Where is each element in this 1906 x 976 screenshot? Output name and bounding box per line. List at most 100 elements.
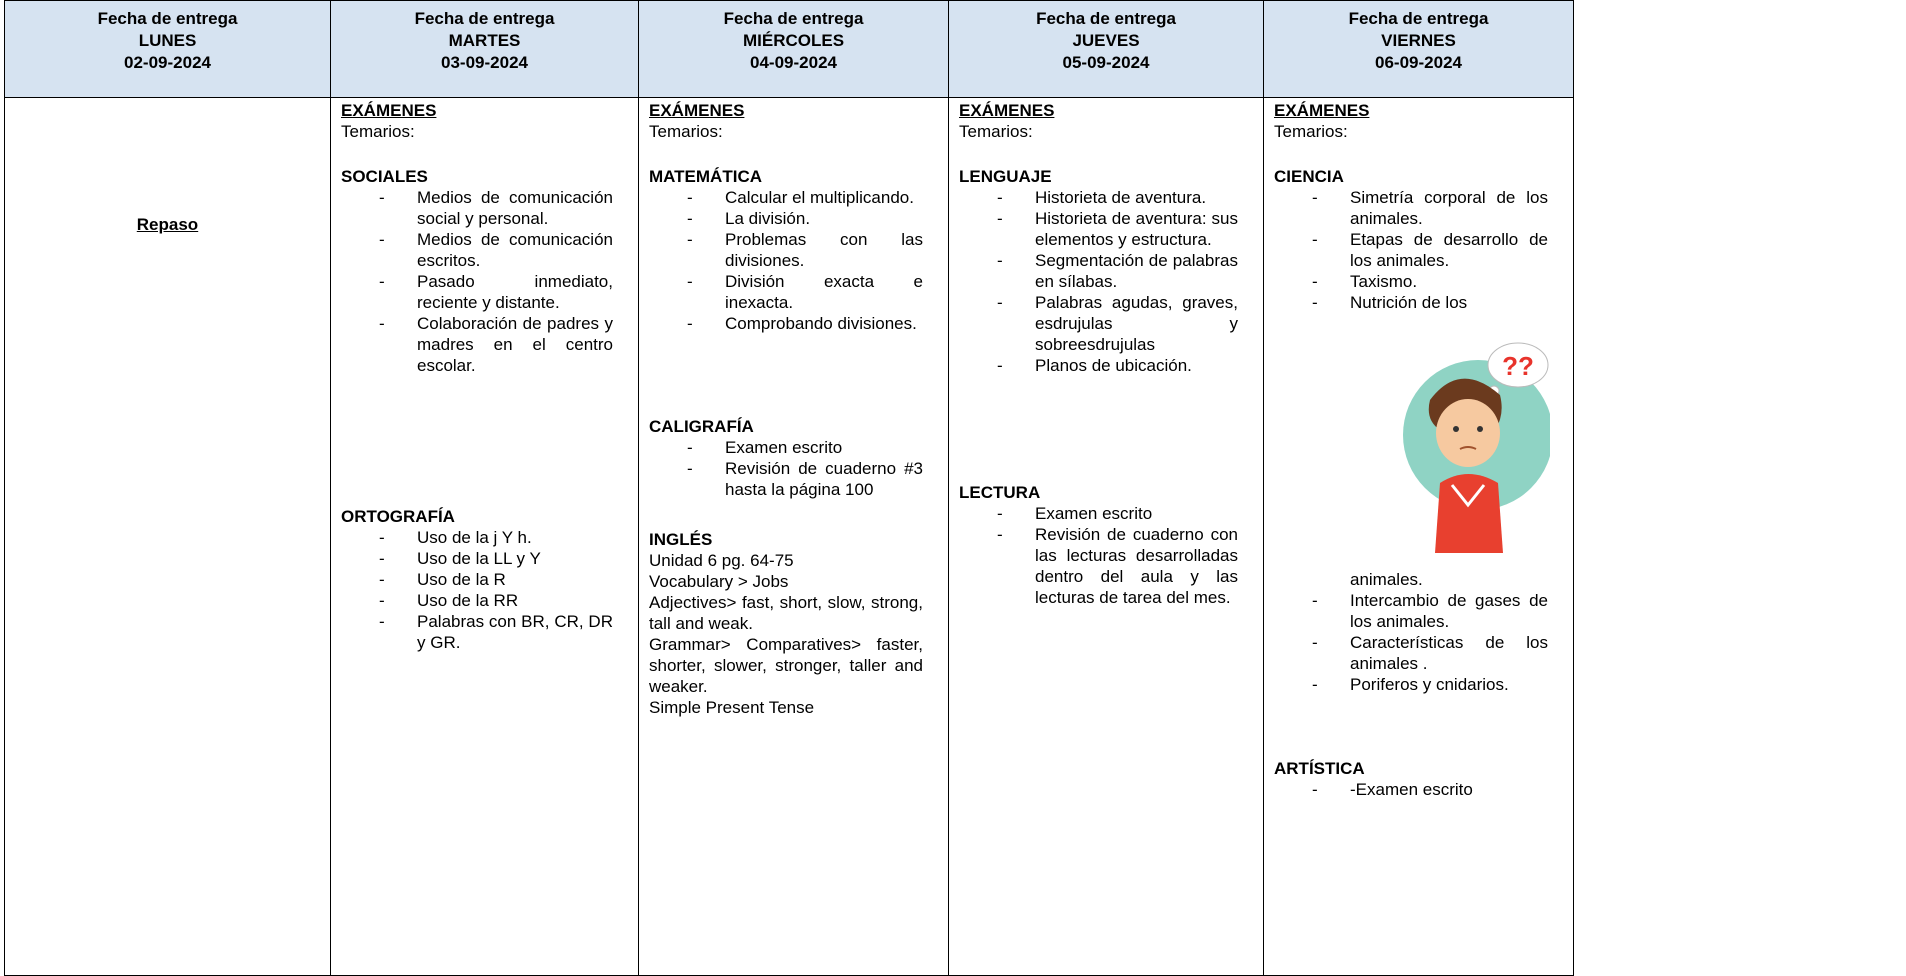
topic-item: Palabras agudas, graves, esdrujulas y so… [997,292,1238,355]
topic-item: -Examen escrito [1312,779,1548,800]
topic-item: Problemas con las divisiones. [687,229,923,271]
topic-line: Adjectives> fast, short, slow, strong, t… [649,593,923,633]
topic-item: Revisión de cuaderno #3 hasta la página … [687,458,923,500]
header-day: JUEVES [1072,31,1140,50]
topic-list: Examen escrito Revisión de cuaderno #3 ha… [649,437,923,500]
header-label: Fecha de entrega [1036,9,1176,28]
subject-title: CALIGRAFÍA [649,417,754,436]
topic-text: Uso de la j Y h. [417,528,532,547]
topic-text: Colaboración de padres y madres en el ce… [417,314,613,375]
topic-item: Planos de ubicación. [997,355,1238,376]
topic-text: Problemas con las divisiones. [725,230,923,270]
topic-text: Segmentación de palabras en sílabas. [1035,251,1238,291]
exam-subheading: Temarios: [341,122,415,141]
topic-line: Unidad 6 pg. 64-75 [649,551,794,570]
body-cell: EXÁMENES Temarios: MATEMÁTICACalcular el m… [638,97,949,976]
subject-block: SOCIALES Medios de comunicación social y … [341,166,613,376]
header-date: 02-09-2024 [124,53,211,72]
header-day: LUNES [138,31,197,50]
topic-text: Taxismo. [1350,272,1418,291]
topic-list: -Examen escrito [1274,779,1548,800]
topic-item: Pasado inmediato, reciente y distante. [379,271,613,313]
topic-text: Comprobando divisiones. [725,314,917,333]
topic-item: Uso de la j Y h. [379,527,613,548]
subject-title: ORTOGRAFÍA [341,507,455,526]
topic-text: La división. [725,209,811,228]
topic-text: Examen escrito [1035,504,1153,523]
header-label: Fecha de entrega [723,9,864,28]
topic-item: Examen escrito [997,503,1238,524]
header-label: Fecha de entrega [97,9,238,28]
header-cell: Fecha de entrega MARTES 03-09-2024 [330,0,639,98]
header-label: Fecha de entrega [414,9,555,28]
cell-content: EXÁMENES Temarios: SOCIALES Medios de comun… [341,98,613,975]
topic-list: Uso de la j Y h. Uso de la LL y Y Uso de l… [341,527,613,653]
subject-block: LECTURA Examen escrito Revisión de cuadern… [959,482,1238,608]
subject-title: SOCIALES [341,167,428,186]
topic-item: Revisión de cuaderno con las lecturas de… [997,524,1238,608]
topic-text: Medios de comunicación escritos. [417,230,613,270]
cell-content: EXÁMENES Temarios: MATEMÁTICACalcular el m… [649,98,923,975]
topic-item: Taxismo. [1312,271,1548,292]
topic-item: Historieta de aventura: sus elementos y … [997,208,1238,250]
subject-title: CIENCIA [1274,167,1344,186]
topic-text: Calcular el multiplicando. [725,188,914,207]
topic-line: Grammar> Comparatives> faster, shorter, … [649,635,923,696]
topic-item: Etapas de desarrollo de los animales. [1312,229,1548,271]
topic-item: Palabras con BR, CR, DR y GR. [379,611,613,653]
topic-text: -Examen escrito [1350,780,1473,799]
topic-item: Medios de comunicación escritos. [379,229,613,271]
topic-item: Segmentación de palabras en sílabas. [997,250,1238,292]
header-cell: Fecha de entrega LUNES 02-09-2024 [4,0,331,98]
topic-list: Calcular el multiplicando. La división. Pr… [649,187,923,334]
exam-subheading: Temarios: [649,122,723,141]
header-day: VIERNES [1381,31,1456,50]
subject-title: ARTÍSTICA [1274,759,1365,778]
exam-header: EXÁMENES Temarios: [649,100,923,142]
topic-text: Examen escrito [725,438,843,457]
subject-block: MATEMÁTICA Calcular el multiplicando. La d… [649,166,923,334]
exam-header: EXÁMENES Temarios: [959,100,1238,142]
topic-item: La división. [687,208,923,229]
subject-title: INGLÉS [649,530,713,549]
illustration: ?? [1403,342,1550,553]
exam-heading: EXÁMENES [649,101,745,120]
subject-block: INGLÉS Unidad 6 pg. 64-75 Vocabulary > Job… [649,529,923,718]
topic-text: Medios de comunicación social y personal… [417,188,613,228]
topic-item: Comprobando divisiones. [687,313,923,334]
topic-item: Características de los animales . [1312,632,1548,674]
review-label: Repaso [136,215,199,234]
topic-text: Revisión de cuaderno con las lecturas de… [1035,525,1238,607]
topic-text: Uso de la R [417,570,506,589]
topic-list: Simetría corporal de los animales.Etapas… [1274,187,1550,695]
topic-text: Simetría corporal de los animales. [1350,188,1548,228]
topic-list: Examen escrito Revisión de cuaderno con l… [959,503,1238,608]
header-cell: Fecha de entrega JUEVES 05-09-2024 [948,0,1264,98]
header-cell: Fecha de entrega VIERNES 06-09-2024 [1263,0,1574,98]
header-day: MARTES [448,31,521,50]
subject-block: CIENCIASimetría corporal de los animales… [1274,166,1550,695]
topic-line: Simple Present Tense [649,698,815,717]
topic-item: Historieta de aventura. [997,187,1238,208]
subject-block: CALIGRAFÍA Examen escrito Revisión de cuad… [649,416,923,500]
svg-text:??: ?? [1502,351,1534,381]
exam-heading: EXÁMENES [1274,101,1370,120]
topic-item: Nutrición de los ?? animales. [1312,292,1550,590]
subject-block: ARTÍSTICA -Examen escrito [1274,758,1548,800]
topic-text: Historieta de aventura. [1035,188,1207,207]
topic-text: Poriferos y cnidarios. [1350,675,1509,694]
exam-heading: EXÁMENES [341,101,437,120]
topic-item: Uso de la LL y Y [379,548,613,569]
topic-list: Medios de comunicación social y personal… [341,187,613,376]
topic-item: Intercambio de gases de los animales. [1312,590,1548,632]
topic-text: Características de los animales . [1350,633,1548,673]
topic-item: Medios de comunicación social y personal… [379,187,613,229]
exam-heading: EXÁMENES [959,101,1055,120]
topic-text: Intercambio de gases de los animales. [1350,591,1548,631]
topic-text: Uso de la RR [417,591,519,610]
